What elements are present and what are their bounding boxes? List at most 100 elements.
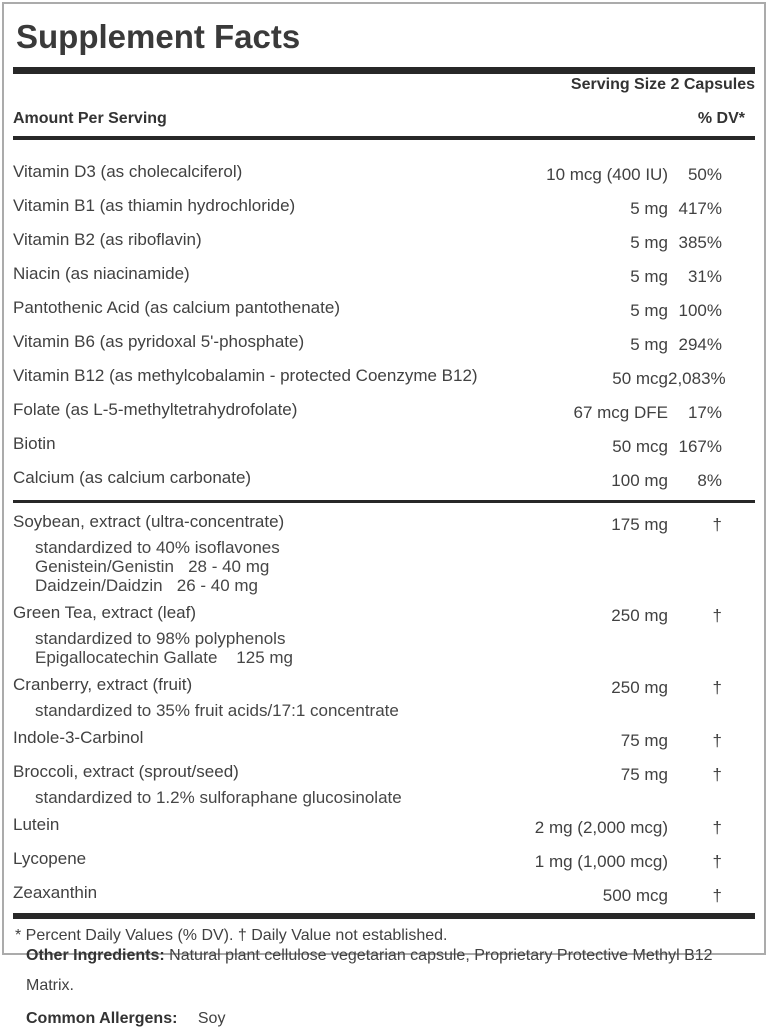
serving-size: Serving Size 2 Capsules [570, 76, 755, 93]
fact-sublines: standardized to 40% isoflavones Genistein… [13, 538, 755, 595]
fact-row: Vitamin B1 (as thiamin hydrochloride) 5 m… [13, 190, 755, 224]
fact-label: Calcium (as calcium carbonate) [13, 468, 252, 487]
supplement-facts-panel: Supplement Facts Serving Size 2 Capsules… [2, 2, 766, 955]
fact-amount: 5 mg [630, 301, 668, 320]
fact-row: Vitamin B2 (as riboflavin) 5 mg 385% [13, 224, 755, 258]
fact-amount: 50 mcg [612, 369, 668, 388]
fact-amount: 10 mcg (400 IU) [546, 165, 668, 184]
fact-label: Vitamin B2 (as riboflavin) [13, 230, 202, 249]
fact-amount: 100 mg [611, 471, 668, 490]
fact-label: Indole-3-Carbinol [13, 728, 144, 747]
fact-label: Green Tea, extract (leaf) [13, 603, 196, 622]
fact-row: Niacin (as niacinamide) 5 mg 31% [13, 258, 755, 292]
fact-label: Cranberry, extract (fruit) [13, 675, 193, 694]
facts-rows: Vitamin D3 (as cholecalciferol) 10 mcg (4… [13, 140, 755, 911]
fact-amount: 67 mcg DFE [573, 403, 668, 422]
fact-amount: 5 mg [630, 233, 668, 252]
fact-row: Vitamin D3 (as cholecalciferol) 10 mcg (4… [13, 156, 755, 190]
fact-dv: † [712, 852, 722, 871]
fact-dv: † [712, 731, 722, 750]
fact-label: Vitamin D3 (as cholecalciferol) [13, 162, 243, 181]
fact-row: Pantothenic Acid (as calcium pantothenat… [13, 292, 755, 326]
fact-label: Lutein [13, 815, 60, 834]
fact-label: Zeaxanthin [13, 883, 98, 902]
amount-per-serving-header: Amount Per Serving [13, 110, 167, 127]
fact-subline: Genistein/Genistin 28 - 40 mg [35, 557, 270, 576]
footnote: * Percent Daily Values (% DV). † Daily V… [15, 927, 448, 944]
fact-dv: 50% [687, 165, 722, 184]
fact-dv: 2,083% [668, 369, 726, 388]
fact-label: Vitamin B12 (as methylcobalamin - protec… [13, 366, 478, 385]
fact-dv: 417% [678, 199, 722, 218]
fact-label: Biotin [13, 434, 56, 453]
rule-above-footnote [13, 913, 755, 919]
fact-amount: 75 mg [620, 765, 668, 784]
other-ingredients-text: Natural plant cellulose vegetarian capsu… [26, 947, 713, 994]
fact-dv: 31% [687, 267, 722, 286]
fact-subline: standardized to 1.2% sulforaphane glucos… [35, 788, 402, 807]
percent-dv-header: % DV* [697, 110, 745, 127]
fact-row: Soybean, extract (ultra-concentrate) 175 … [13, 506, 755, 540]
fact-row: Indole-3-Carbinol 75 mg † [13, 722, 755, 756]
fact-label: Broccoli, extract (sprout/seed) [13, 762, 239, 781]
fact-amount: 1 mg (1,000 mcg) [534, 852, 668, 871]
fact-subline: standardized to 98% polyphenols [35, 629, 286, 648]
column-header-row: Amount Per Serving % DV* [13, 108, 755, 128]
fact-dv: 167% [678, 437, 722, 456]
fact-label: Folate (as L-5-methyltetrahydrofolate) [13, 400, 298, 419]
fact-amount: 50 mcg [612, 437, 668, 456]
fact-label: Pantothenic Acid (as calcium pantothenat… [13, 298, 340, 317]
fact-row: Vitamin B12 (as methylcobalamin - protec… [13, 360, 755, 394]
fact-label: Niacin (as niacinamide) [13, 264, 190, 283]
fact-row: Zeaxanthin 500 mcg † [13, 877, 755, 911]
panel-title: Supplement Facts [16, 18, 301, 55]
fact-row: Vitamin B6 (as pyridoxal 5'-phosphate) 5 … [13, 326, 755, 360]
fact-amount: 5 mg [630, 335, 668, 354]
fact-dv: † [712, 765, 722, 784]
fact-row: Biotin 50 mcg 167% [13, 428, 755, 462]
fact-dv: † [712, 886, 722, 905]
fact-subline: standardized to 40% isoflavones [35, 538, 280, 557]
fact-dv: † [712, 678, 722, 697]
rule-under-header [13, 136, 755, 140]
fact-amount: 5 mg [630, 267, 668, 286]
fact-dv: † [712, 515, 722, 534]
fact-amount: 500 mcg [602, 886, 668, 905]
fact-sublines: standardized to 1.2% sulforaphane glucos… [13, 788, 755, 807]
fact-dv: † [712, 606, 722, 625]
fact-row: Lycopene 1 mg (1,000 mcg) † [13, 843, 755, 877]
fact-row: Folate (as L-5-methyltetrahydrofolate) 67… [13, 394, 755, 428]
fact-label: Lycopene [13, 849, 87, 868]
fact-subline: standardized to 35% fruit acids/17:1 con… [35, 701, 399, 720]
common-allergens-label: Common Allergens: [26, 1010, 178, 1027]
fact-amount: 175 mg [611, 515, 668, 534]
fact-amount: 250 mg [611, 678, 668, 697]
fact-row: Cranberry, extract (fruit) 250 mg † [13, 669, 755, 703]
fact-row: Green Tea, extract (leaf) 250 mg † [13, 597, 755, 631]
below-panel-text: Other Ingredients: Natural plant cellulo… [26, 941, 742, 1028]
rule-section-divider [13, 500, 755, 503]
fact-sublines: standardized to 35% fruit acids/17:1 con… [13, 701, 755, 720]
fact-row: Broccoli, extract (sprout/seed) 75 mg † [13, 756, 755, 790]
fact-amount: 5 mg [630, 199, 668, 218]
fact-label: Vitamin B6 (as pyridoxal 5'-phosphate) [13, 332, 305, 351]
fact-dv: 17% [687, 403, 722, 422]
other-ingredients: Other Ingredients: Natural plant cellulo… [26, 941, 742, 1001]
fact-dv: † [712, 818, 722, 837]
fact-label: Vitamin B1 (as thiamin hydrochloride) [13, 196, 296, 215]
fact-row: Lutein 2 mg (2,000 mcg) † [13, 809, 755, 843]
fact-amount: 75 mg [620, 731, 668, 750]
other-ingredients-label: Other Ingredients: [26, 947, 165, 964]
fact-subline: Daidzein/Daidzin 26 - 40 mg [35, 576, 259, 595]
fact-amount: 250 mg [611, 606, 668, 625]
fact-label: Soybean, extract (ultra-concentrate) [13, 512, 285, 531]
rule-top-thick [13, 67, 755, 74]
common-allergens: Common Allergens: Soy [26, 1010, 742, 1028]
fact-dv: 100% [678, 301, 722, 320]
fact-amount: 2 mg (2,000 mcg) [534, 818, 668, 837]
fact-row: Calcium (as calcium carbonate) 100 mg 8% [13, 462, 755, 496]
fact-dv: 385% [678, 233, 722, 252]
fact-sublines: standardized to 98% polyphenols Epigalloc… [13, 629, 755, 667]
fact-dv: 8% [697, 471, 722, 490]
fact-subline: Epigallocatechin Gallate 125 mg [35, 648, 293, 667]
